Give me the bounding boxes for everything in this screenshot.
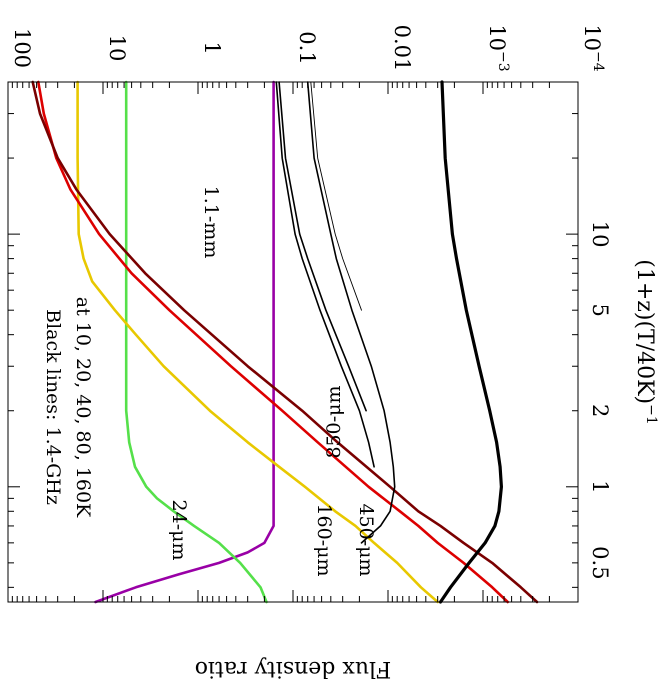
annotation-bl1: Black lines: 1.4-GHz <box>42 309 64 505</box>
y-tick-label: 1 <box>200 41 224 54</box>
y-axis-title: Flux density ratio <box>195 656 392 679</box>
annotation-a450: 450-μm <box>355 503 377 576</box>
x-tick-label: 1 <box>588 480 612 493</box>
tick-labels: 100 10 1 0.1 0.01 10−3 10−4 0.5 1 2 5 10 (1+z)(T/40K… <box>10 24 659 679</box>
axis-ticks <box>7 81 579 602</box>
annotation-bl2: at 10, 20, 40, 80, 160K <box>72 297 94 518</box>
y-tick-label: 10 <box>105 35 129 62</box>
series-line-7 <box>275 81 375 468</box>
annotation-a160: 160-μm <box>313 503 335 576</box>
series-line-4 <box>31 80 539 604</box>
x-tick-label: 2 <box>588 404 612 417</box>
series-line-6 <box>306 81 396 544</box>
series-line-9 <box>310 81 362 311</box>
y-tick-label: 0.01 <box>390 25 414 72</box>
x-axis-title: (1+z)(T/40K)−1 <box>632 259 659 425</box>
annotation-a850: 850-μm <box>323 385 345 458</box>
x-tick-label: 0.5 <box>588 546 612 579</box>
series-line-2 <box>76 80 439 604</box>
y-tick-label: 10−4 <box>580 24 606 71</box>
plot-area <box>31 80 539 604</box>
annotation-a24: 24-μm <box>168 500 190 561</box>
plot-frame <box>7 81 579 603</box>
x-tick-label: 5 <box>588 303 612 316</box>
y-tick-label: 100 <box>10 28 34 68</box>
series-line-3 <box>37 80 509 604</box>
series-line-5 <box>438 80 503 604</box>
series-line-1 <box>124 80 268 604</box>
y-tick-label: 0.1 <box>295 31 319 64</box>
y-tick-label: 10−3 <box>485 24 511 71</box>
series-line-8 <box>278 81 367 412</box>
annotations: Black lines: 1.4-GHz at 10, 20, 40, 80, 1… <box>42 186 377 577</box>
annotation-a1100: 1.1-mm <box>200 186 222 259</box>
x-tick-label: 10 <box>588 221 612 248</box>
series-line-0 <box>94 80 275 604</box>
